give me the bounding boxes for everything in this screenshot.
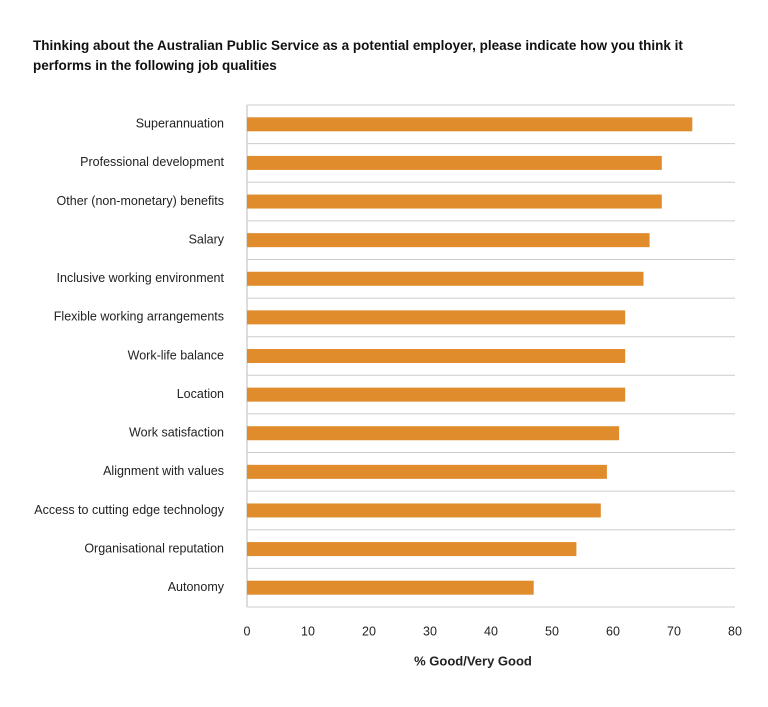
x-tick-label: 20 xyxy=(362,624,376,638)
bar xyxy=(247,194,662,209)
x-tick-label: 80 xyxy=(728,624,742,638)
bar xyxy=(247,580,534,595)
bar xyxy=(247,387,626,402)
bar xyxy=(247,117,693,132)
bar xyxy=(247,310,626,325)
bar xyxy=(247,233,650,248)
x-tick-label: 0 xyxy=(244,624,251,638)
x-axis-label: % Good/Very Good xyxy=(414,653,532,668)
bar xyxy=(247,349,626,363)
chart-title: Thinking about the Australian Public Ser… xyxy=(33,38,683,73)
y-tick-label: Alignment with values xyxy=(103,464,224,478)
y-tick-label: Organisational reputation xyxy=(84,541,224,555)
y-tick-label: Work satisfaction xyxy=(129,426,224,440)
bar xyxy=(247,542,577,557)
y-tick-label: Salary xyxy=(189,232,225,246)
y-tick-label: Autonomy xyxy=(168,580,225,594)
x-tick-label: 60 xyxy=(606,624,620,638)
y-tick-label: Other (non-monetary) benefits xyxy=(57,194,224,208)
bar xyxy=(247,426,620,441)
y-tick-label: Superannuation xyxy=(136,117,224,131)
bar xyxy=(247,503,601,518)
x-tick-label: 50 xyxy=(545,624,559,638)
y-tick-label: Location xyxy=(177,387,224,401)
x-tick-label: 40 xyxy=(484,624,498,638)
y-tick-label: Inclusive working environment xyxy=(57,271,225,285)
y-tick-label: Flexible working arrangements xyxy=(54,310,224,324)
bar xyxy=(247,464,607,479)
bar xyxy=(247,271,644,286)
x-tick-label: 70 xyxy=(667,624,681,638)
bar xyxy=(247,155,662,170)
y-tick-label: Access to cutting edge technology xyxy=(34,503,224,517)
x-tick-label: 10 xyxy=(301,624,315,638)
y-tick-label: Work-life balance xyxy=(128,348,224,362)
x-tick-label: 30 xyxy=(423,624,437,638)
y-tick-label: Professional development xyxy=(80,155,224,169)
